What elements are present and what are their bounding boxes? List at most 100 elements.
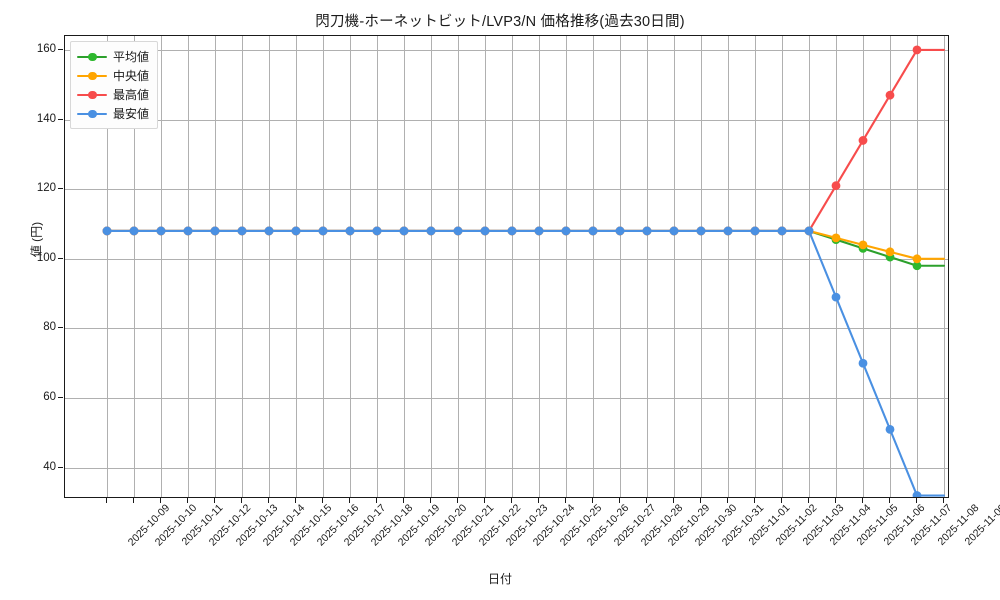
gridline-horizontal: [65, 189, 948, 191]
data-point: [156, 226, 166, 236]
x-axis-tick-mark: [862, 498, 863, 503]
data-point: [318, 226, 328, 236]
gridline-horizontal: [65, 398, 948, 400]
x-axis-tick-mark: [835, 498, 836, 503]
gridline-vertical: [296, 36, 297, 497]
plot-area: [64, 35, 949, 498]
data-point: [291, 226, 301, 236]
x-axis-tick-mark: [727, 498, 728, 503]
gridline-vertical: [377, 36, 378, 497]
x-axis-tick-mark: [484, 498, 485, 503]
x-axis-tick-mark: [403, 498, 404, 503]
data-point: [534, 226, 544, 236]
gridline-vertical: [188, 36, 189, 497]
gridline-horizontal: [65, 49, 948, 51]
gridline-vertical: [782, 36, 783, 497]
data-point: [831, 233, 841, 243]
y-axis-tick-mark: [58, 257, 63, 259]
x-axis-tick-mark: [160, 498, 161, 503]
data-point: [426, 226, 436, 236]
y-axis-tick-mark: [58, 466, 63, 468]
x-axis-tick-mark: [943, 498, 944, 503]
gridline-vertical: [647, 36, 648, 497]
y-axis-tick-marks: [0, 35, 64, 498]
y-axis-tick-label: 100: [36, 251, 56, 264]
y-axis-tick-mark: [58, 48, 63, 50]
y-axis-label: 値 (円): [29, 221, 44, 258]
gridline-vertical: [431, 36, 432, 497]
chart-legend: 平均値中央値最高値 最安値: [70, 41, 159, 129]
x-axis-tick-mark: [673, 498, 674, 503]
x-axis-tick-mark: [322, 498, 323, 503]
y-axis-tick-mark: [58, 118, 63, 120]
gridline-vertical: [242, 36, 243, 497]
gridline-horizontal: [65, 328, 948, 330]
x-axis-tick-mark: [376, 498, 377, 503]
x-axis-tick-mark: [430, 498, 431, 503]
data-point: [912, 254, 922, 264]
x-axis-tick-mark: [592, 498, 593, 503]
x-axis-tick-mark: [241, 498, 242, 503]
legend-item[interactable]: 最高値: [77, 85, 149, 104]
legend-label: 中央値: [113, 69, 150, 83]
x-axis-tick-mark: [268, 498, 269, 503]
legend-item[interactable]: 平均値: [77, 47, 149, 66]
data-point: [210, 226, 220, 236]
series-line: [105, 229, 946, 497]
gridline-vertical: [566, 36, 567, 497]
x-axis-tick-mark: [511, 498, 512, 503]
x-axis-tick-mark: [457, 498, 458, 503]
legend-marker-icon: [77, 107, 107, 121]
gridline-horizontal: [65, 467, 948, 469]
y-axis-tick-mark: [58, 188, 63, 190]
gridline-vertical: [512, 36, 513, 497]
data-point: [885, 424, 895, 434]
data-point: [669, 226, 679, 236]
gridline-vertical: [755, 36, 756, 497]
legend-marker-icon: [77, 50, 107, 64]
gridline-vertical: [728, 36, 729, 497]
x-axis-tick-mark: [133, 498, 134, 503]
y-axis-tick-label: 120: [36, 182, 56, 195]
data-point: [885, 90, 895, 100]
x-axis-label: 日付: [487, 572, 512, 586]
gridline-vertical: [134, 36, 135, 497]
gridline-vertical: [701, 36, 702, 497]
x-axis-tick-mark: [565, 498, 566, 503]
x-axis-tick-mark: [295, 498, 296, 503]
data-point: [399, 226, 409, 236]
legend-marker-icon: [77, 69, 107, 83]
series-最安値: [102, 226, 946, 497]
gridline-vertical: [404, 36, 405, 497]
data-point: [723, 226, 733, 236]
gridline-vertical: [458, 36, 459, 497]
data-point: [912, 491, 922, 497]
gridline-vertical: [674, 36, 675, 497]
y-axis-tick-label: 60: [43, 391, 56, 404]
gridline-horizontal: [65, 258, 948, 260]
gridline-horizontal: [65, 119, 948, 121]
data-point: [642, 226, 652, 236]
legend-item[interactable]: 中央値: [77, 66, 149, 85]
gridline-vertical: [836, 36, 837, 497]
data-series-layer: [102, 45, 946, 497]
x-axis-tick-mark: [187, 498, 188, 503]
data-point: [885, 247, 895, 257]
data-point: [480, 226, 490, 236]
x-axis-tick-marks: [64, 498, 949, 504]
x-axis-tick-mark: [538, 498, 539, 503]
x-axis-tick-mark: [781, 498, 782, 503]
data-point: [183, 226, 193, 236]
data-point: [264, 226, 274, 236]
gridline-vertical: [620, 36, 621, 497]
series-中央値: [102, 226, 946, 264]
gridline-vertical: [107, 36, 108, 497]
y-axis-tick-label: 140: [36, 112, 56, 125]
data-point: [615, 226, 625, 236]
legend-item[interactable]: 最安値: [77, 104, 149, 123]
x-axis-tick-mark: [889, 498, 890, 503]
x-axis-tick-mark: [349, 498, 350, 503]
gridline-vertical: [863, 36, 864, 497]
legend-label: 平均値: [113, 50, 150, 64]
y-axis-tick-labels: 40 60 80 100 120 140 160: [0, 35, 56, 498]
